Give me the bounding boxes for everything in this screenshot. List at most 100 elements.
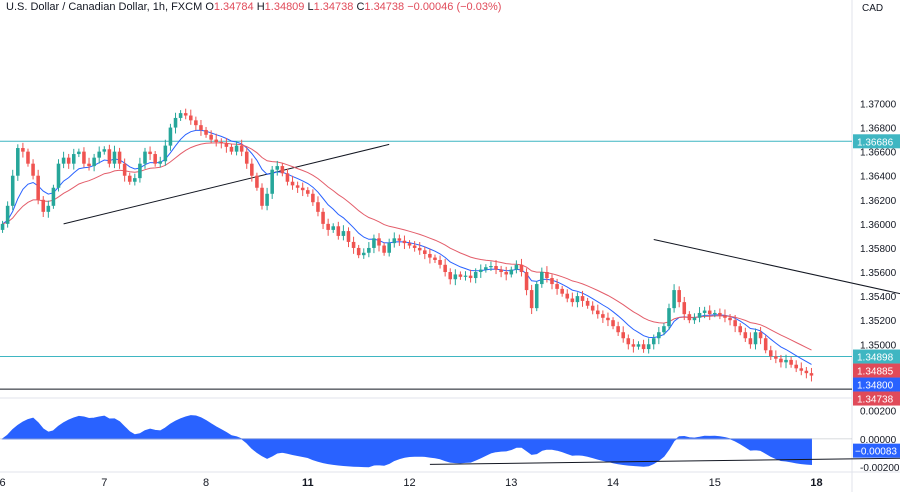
candle-body	[31, 163, 35, 176]
candle-body	[789, 359, 793, 365]
time-tick-label: 15	[709, 477, 721, 489]
candle-body	[723, 315, 727, 318]
candle-body	[270, 169, 274, 194]
candle-body	[468, 275, 473, 279]
candle-body	[133, 178, 137, 182]
candle-body	[473, 272, 478, 279]
price-tick-label: 1.35600	[860, 268, 897, 279]
candle-body	[46, 205, 51, 212]
candle-body	[540, 272, 544, 285]
candle-body	[397, 238, 402, 241]
time-tick-label: 7	[101, 477, 107, 489]
candle-body	[112, 151, 117, 164]
candle-body	[763, 338, 768, 351]
candle-body	[407, 243, 412, 246]
candle-body	[713, 312, 717, 315]
low-label: L	[307, 1, 314, 13]
candle-body	[239, 145, 244, 152]
candle-body	[743, 332, 748, 339]
price-tick-label: 1.35000	[860, 340, 897, 351]
candle-body	[189, 115, 193, 121]
candle-body	[163, 145, 168, 162]
candle-body	[590, 305, 595, 311]
candle-body	[234, 145, 239, 152]
price-axis: 1.37000 1.36800 1.36600 1.36400 1.36200 1.360…	[853, 99, 900, 406]
candle-body	[417, 247, 422, 251]
candle-body	[361, 252, 366, 256]
candle-body	[321, 211, 325, 224]
candle-body	[66, 157, 71, 164]
candle-body	[351, 241, 356, 248]
high-value: 1.34809	[264, 1, 305, 13]
candle-body	[41, 199, 46, 212]
trendline	[63, 143, 390, 225]
change-value: −0.00046 (−0.03%)	[407, 1, 502, 13]
candle-body	[631, 344, 636, 347]
candle-body	[127, 175, 132, 182]
candle-body	[122, 163, 127, 176]
close-label: C	[356, 1, 365, 13]
candle-body	[428, 253, 432, 258]
candle-body	[219, 142, 224, 144]
candle-body	[555, 284, 559, 289]
price-tick-label: 1.35400	[860, 292, 897, 303]
candle-body	[697, 312, 702, 318]
candle-body	[382, 245, 386, 253]
oscillator-area	[1, 415, 813, 468]
oscillator-label-text: −0.00083	[855, 447, 897, 458]
candle-body	[138, 163, 142, 179]
candle-body	[117, 151, 122, 164]
candle-body	[36, 175, 40, 200]
candle-body	[489, 266, 493, 268]
candle-body	[616, 326, 620, 333]
lines-layer	[0, 129, 900, 390]
candle-body	[285, 173, 290, 182]
candle-body	[107, 149, 112, 164]
candle-body	[667, 308, 671, 327]
candle-body	[753, 332, 758, 345]
price-label-box	[853, 349, 900, 364]
candle-body	[687, 314, 692, 321]
candle-body	[494, 266, 498, 270]
chart-header: U.S. Dollar / Canadian Dollar, 1h, FXCM …	[6, 1, 501, 13]
candle-body	[372, 238, 376, 248]
open-value: 1.34784	[213, 1, 254, 13]
candle-body	[295, 185, 300, 188]
price-label-text: 1.34738	[857, 395, 894, 406]
symbol-title: U.S. Dollar / Canadian Dollar, 1h, FXCM	[6, 1, 203, 13]
candle-body	[143, 151, 147, 164]
candle-body	[92, 157, 96, 167]
price-label-text: 1.34885	[857, 367, 894, 378]
candle-body	[194, 120, 198, 126]
candle-body	[153, 154, 157, 164]
time-tick-label: 13	[505, 477, 517, 489]
price-tick-label: 1.36200	[860, 196, 897, 207]
price-tick-label: 1.36000	[860, 220, 897, 231]
price-label-text: 1.34800	[857, 381, 894, 392]
candle-body	[560, 288, 564, 294]
candle-body	[733, 320, 737, 327]
candle-body	[82, 151, 86, 164]
candle-body	[585, 300, 590, 306]
candle-body	[438, 259, 442, 265]
candle-body	[61, 157, 66, 164]
candle-body	[21, 148, 25, 152]
candle-body	[738, 326, 743, 333]
candle-body	[677, 290, 681, 303]
candle-body	[519, 264, 524, 273]
candle-body	[255, 175, 259, 188]
candle-body	[651, 338, 656, 345]
candle-body	[244, 151, 249, 164]
candle-body	[804, 370, 809, 374]
candle-body	[565, 293, 570, 299]
candle-body	[148, 151, 152, 155]
price-tick-label: 1.37000	[860, 99, 897, 110]
candle-body	[748, 338, 753, 345]
price-tick-label: 1.35200	[860, 316, 897, 327]
candle-body	[16, 148, 20, 176]
candle-body	[458, 274, 463, 277]
time-tick-label: 11	[302, 477, 314, 489]
candle-body	[250, 163, 254, 176]
